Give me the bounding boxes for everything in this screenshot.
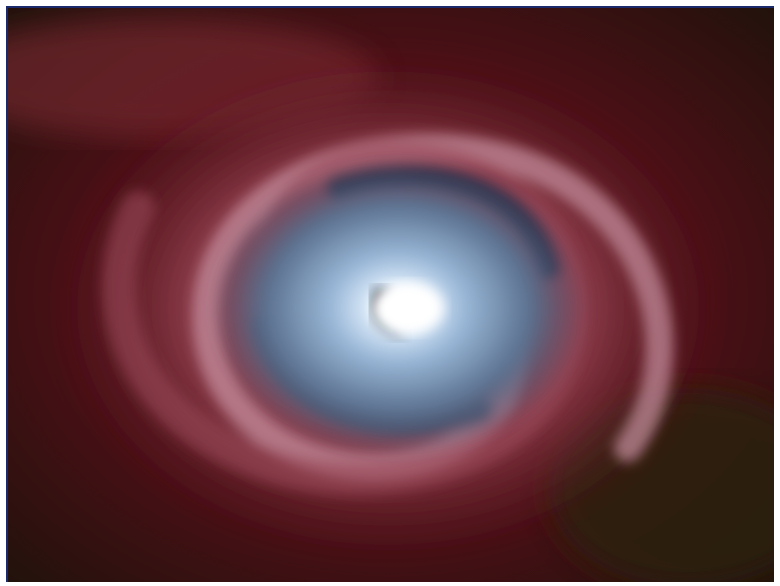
swirl-image: [8, 8, 774, 582]
bright-center: [372, 282, 444, 334]
image-frame: [6, 6, 774, 582]
